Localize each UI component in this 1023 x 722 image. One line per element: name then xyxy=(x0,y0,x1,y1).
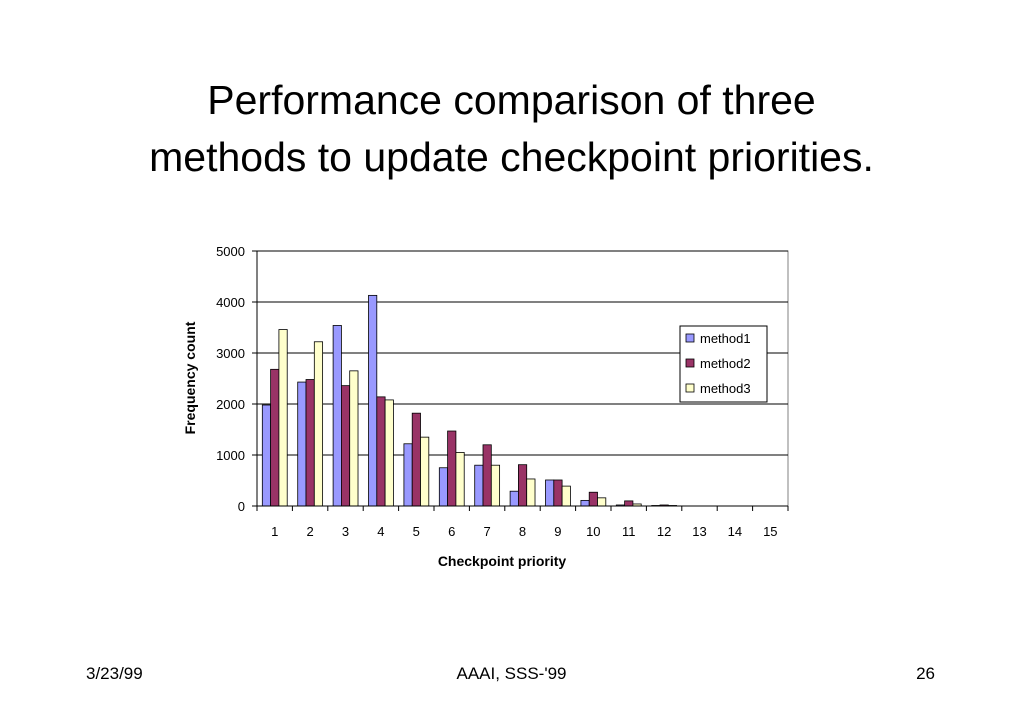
y-axis-label: Frequency count xyxy=(182,321,198,434)
bar-method1-9 xyxy=(545,479,555,507)
slide-title-line-2: methods to update checkpoint priorities. xyxy=(149,134,874,180)
y-tick-label: 0 xyxy=(238,499,245,514)
x-tick-label: 2 xyxy=(306,524,313,539)
bar-method1-4 xyxy=(368,294,378,507)
bar-method1-6 xyxy=(438,467,449,507)
bar-method3-4 xyxy=(384,399,394,507)
footer-date: 3/23/99 xyxy=(86,664,143,683)
bar-method1-8 xyxy=(509,490,519,507)
bar-method2-10 xyxy=(588,491,598,507)
bar-method2-2 xyxy=(305,379,315,507)
y-tick-label: 4000 xyxy=(216,295,245,310)
bar-method1-5 xyxy=(403,443,413,507)
x-tick-label: 8 xyxy=(519,524,526,539)
x-tick-label: 6 xyxy=(448,524,455,539)
bar-method3-2 xyxy=(313,341,324,507)
footer-page-number: 26 xyxy=(916,664,935,683)
x-tick-label: 13 xyxy=(692,524,706,539)
bar-method2-11 xyxy=(624,500,634,507)
x-tick-label: 9 xyxy=(554,524,561,539)
legend-label-method1: method1 xyxy=(700,331,751,346)
y-tick-label: 2000 xyxy=(216,397,245,412)
bar-method2-7 xyxy=(482,444,492,507)
legend-label-method2: method2 xyxy=(700,356,751,371)
y-tick-label: 3000 xyxy=(216,346,245,361)
slide-title-line-1: Performance comparison of three xyxy=(207,77,816,123)
x-tick-label: 7 xyxy=(483,524,490,539)
bar-method1-1 xyxy=(261,404,272,507)
bar-method3-5 xyxy=(420,436,430,507)
bar-method3-3 xyxy=(349,370,359,507)
bar-method2-5 xyxy=(411,412,421,507)
bar-method1-2 xyxy=(297,381,307,507)
x-tick-label: 5 xyxy=(413,524,420,539)
x-tick-label: 4 xyxy=(377,524,384,539)
bar-method1-10 xyxy=(580,499,590,507)
x-tick-label: 1 xyxy=(271,524,278,539)
bar-method3-6 xyxy=(455,452,465,507)
bar-method2-3 xyxy=(341,385,351,507)
footer-conference: AAAI, SSS-'99 xyxy=(456,664,567,683)
x-tick-label: 11 xyxy=(622,524,636,539)
legend-label-method3: method3 xyxy=(700,381,751,396)
x-axis-label: Checkpoint priority xyxy=(438,553,567,569)
bar-method3-7 xyxy=(490,464,501,507)
bar-method2-6 xyxy=(447,430,457,507)
bars xyxy=(261,294,678,507)
y-tick-label: 1000 xyxy=(216,448,245,463)
bar-method1-7 xyxy=(474,464,484,507)
y-tick-label: 5000 xyxy=(216,244,245,259)
bar-method3-9 xyxy=(561,485,571,507)
bar-method2-8 xyxy=(518,464,528,507)
x-tick-label: 12 xyxy=(657,524,671,539)
legend: method1 method2 method3 xyxy=(679,325,768,403)
x-tick-label: 15 xyxy=(763,524,777,539)
slide-title: Performance comparison of three methods … xyxy=(0,72,1023,186)
bar-method2-1 xyxy=(270,368,280,507)
bar-method3-8 xyxy=(526,478,536,507)
x-tick-label: 10 xyxy=(586,524,600,539)
x-tick-label: 3 xyxy=(342,524,349,539)
bar-method2-4 xyxy=(376,396,386,507)
bar-method3-1 xyxy=(278,329,288,507)
legend-swatch-method1 xyxy=(685,333,695,343)
bar-method3-10 xyxy=(597,497,607,507)
bar-method2-9 xyxy=(553,479,563,507)
legend-swatch-method2 xyxy=(685,358,695,368)
legend-swatch-method3 xyxy=(685,383,695,393)
legend-box xyxy=(679,325,768,403)
x-tick-label: 14 xyxy=(728,524,742,539)
bar-method1-3 xyxy=(332,325,342,507)
